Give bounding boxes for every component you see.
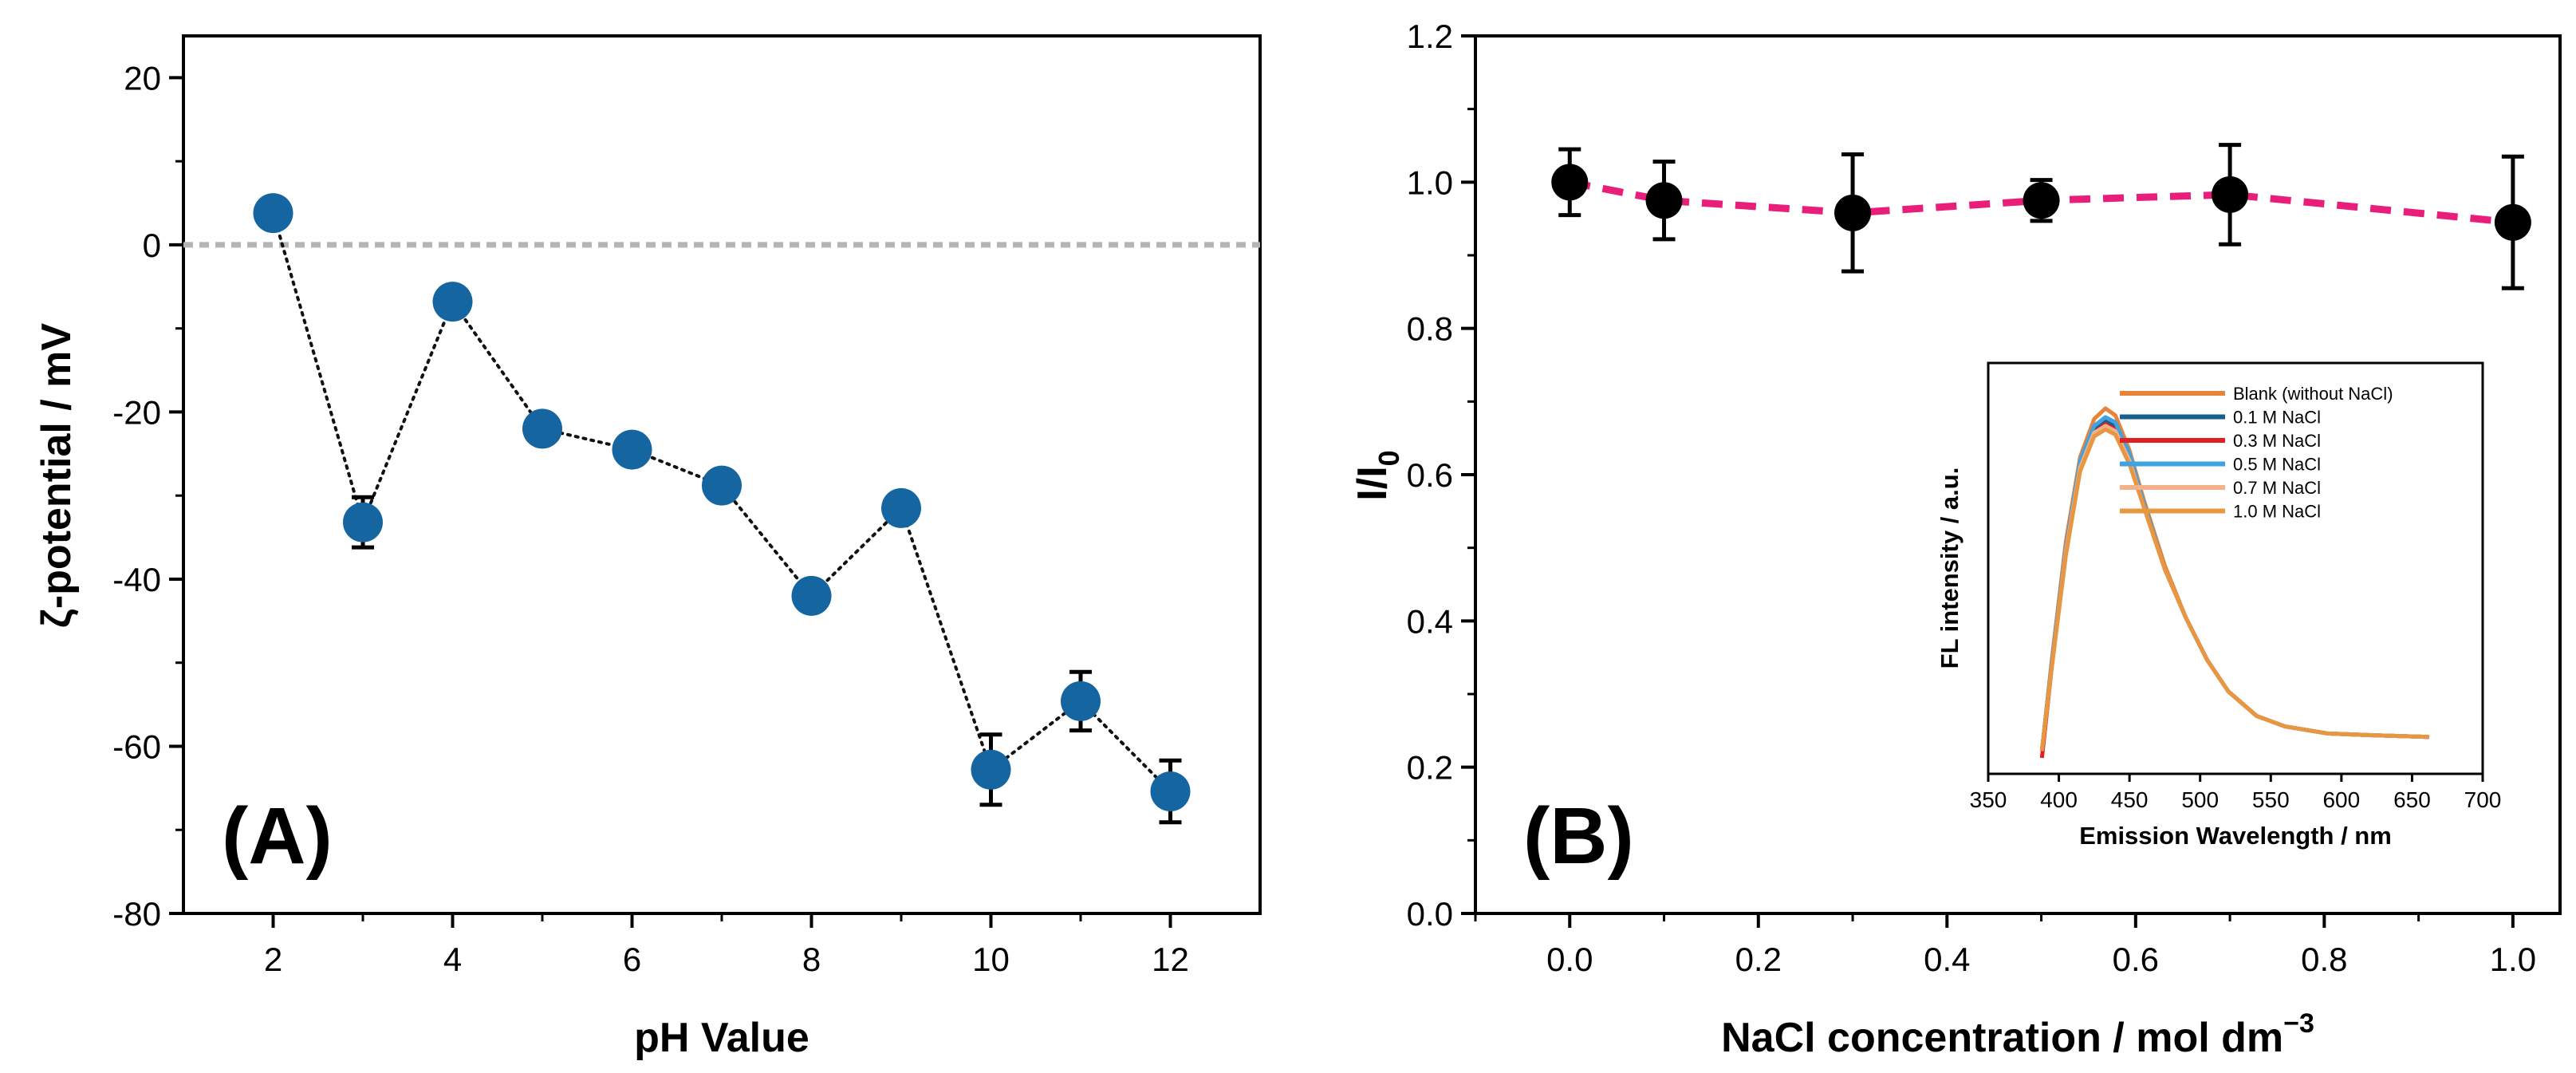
data-point-a xyxy=(791,575,832,616)
data-point-a xyxy=(1061,680,1101,721)
y-tick-label-b: 0.4 xyxy=(1407,602,1453,640)
data-point-a xyxy=(971,749,1011,790)
inset-legend: Blank (without NaCl) 0.1 M NaCl 0.3 M NaCl… xyxy=(2120,384,2393,522)
inset-x-tick-label: 350 xyxy=(1970,787,2007,812)
y-tick-label-a: -40 xyxy=(112,561,161,598)
inset-x-tick-label: 450 xyxy=(2111,787,2149,812)
inset-spectrum-chart: 350 400 450 500 550 600 650 700 Blank (without … xyxy=(1936,361,2502,850)
panel-label-a: (A) xyxy=(222,791,333,881)
inset-legend-label: 0.1 M NaCl xyxy=(2233,408,2321,428)
x-axis-label-b: NaCl concentration / mol dm−3 xyxy=(1721,1008,2314,1061)
panel-a: 2 4 6 8 10 12 20 0 -20 -40 -60 -80 (A) pH Value ζ-… xyxy=(33,34,1262,1061)
inset-legend-label: 0.3 M NaCl xyxy=(2233,431,2321,451)
y-tick-label-a: -80 xyxy=(112,895,161,933)
y-tick-label-b: 0.2 xyxy=(1407,749,1453,787)
x-tick-label-a: 8 xyxy=(802,941,821,978)
data-point-b xyxy=(1645,182,1683,219)
y-tick-label-b: 0.0 xyxy=(1407,895,1453,933)
x-tick-label-b: 0.6 xyxy=(2113,941,2159,978)
inset-x-tick-label: 500 xyxy=(2181,787,2219,812)
y-axis-label-b-sub: 0 xyxy=(1373,450,1405,466)
inset-series-lines xyxy=(2039,406,2429,759)
y-tick-label-a: 20 xyxy=(124,59,161,97)
data-point-b xyxy=(1551,164,1589,201)
x-tick-label-a: 12 xyxy=(1152,941,1189,978)
inset-series-line xyxy=(2039,427,2429,751)
x-axis-ticks-a: 2 4 6 8 10 12 xyxy=(264,913,1189,978)
data-point-a xyxy=(1150,771,1191,812)
y-axis-ticks-b: 0.0 0.2 0.4 0.6 0.8 1.0 1.2 xyxy=(1407,18,1475,933)
inset-x-ticks: 350 400 450 500 550 600 650 700 xyxy=(1970,774,2502,812)
inset-x-tick-label: 700 xyxy=(2464,787,2502,812)
data-point-a xyxy=(702,465,742,506)
x-axis-label-b-text: NaCl concentration / mol dm xyxy=(1721,1015,2283,1061)
y-tick-label-a: 0 xyxy=(143,227,161,264)
y-tick-label-b: 1.0 xyxy=(1407,164,1453,201)
inset-x-tick-label: 400 xyxy=(2040,787,2078,812)
inset-frame xyxy=(1987,361,2484,775)
inset-legend-label: 0.7 M NaCl xyxy=(2233,478,2321,498)
data-point-a xyxy=(522,408,562,449)
x-axis-label-a: pH Value xyxy=(634,1015,809,1061)
y-tick-label-b: 0.6 xyxy=(1407,456,1453,494)
y-tick-label-a: -20 xyxy=(112,393,161,431)
data-points-b xyxy=(1551,164,2531,241)
data-point-a xyxy=(343,502,383,542)
inset-x-axis-label: Emission Wavelength / nm xyxy=(2079,822,2392,850)
inset-legend-label: Blank (without NaCl) xyxy=(2233,384,2393,404)
data-point-a xyxy=(253,193,293,234)
data-point-b xyxy=(2494,203,2531,241)
inset-x-tick-label: 650 xyxy=(2393,787,2431,812)
data-point-a xyxy=(432,282,473,322)
x-tick-label-a: 4 xyxy=(443,941,462,978)
x-tick-label-a: 6 xyxy=(623,941,641,978)
y-tick-label-b: 1.2 xyxy=(1407,18,1453,55)
y-axis-label-a: ζ-potential / mV xyxy=(33,323,80,628)
x-tick-label-b: 0.8 xyxy=(2301,941,2347,978)
y-tick-label-a: -60 xyxy=(112,728,161,765)
inset-legend-label: 0.5 M NaCl xyxy=(2233,455,2321,475)
y-tick-label-b: 0.8 xyxy=(1407,310,1453,348)
data-point-a xyxy=(881,487,921,528)
y-axis-label-b: I/I0 xyxy=(1349,450,1405,500)
x-tick-label-a: 2 xyxy=(264,941,282,978)
y-axis-ticks-a: 20 0 -20 -40 -60 -80 xyxy=(112,59,183,933)
x-axis-label-b-sup: −3 xyxy=(2283,1008,2314,1039)
panel-label-b: (B) xyxy=(1523,791,1634,881)
x-tick-label-b: 0.2 xyxy=(1735,941,1782,978)
x-tick-label-b: 0.0 xyxy=(1546,941,1593,978)
inset-x-tick-label: 550 xyxy=(2252,787,2290,812)
x-tick-label-b: 1.0 xyxy=(2490,941,2536,978)
inset-x-tick-label: 600 xyxy=(2322,787,2360,812)
data-point-b xyxy=(1834,194,1872,231)
x-tick-label-a: 10 xyxy=(972,941,1010,978)
y-axis-label-b-text: I/I xyxy=(1349,466,1396,500)
x-tick-label-b: 0.4 xyxy=(1924,941,1970,978)
data-point-b xyxy=(2212,176,2249,213)
inset-legend-label: 1.0 M NaCl xyxy=(2233,502,2321,522)
data-point-b xyxy=(2023,182,2060,219)
data-points-a xyxy=(253,193,1191,812)
panel-b: 0.0 0.2 0.4 0.6 0.8 1.0 0.0 0.2 0.4 0.6 0.8 1.0 1.2… xyxy=(1349,18,2562,1061)
x-axis-ticks-b: 0.0 0.2 0.4 0.6 0.8 1.0 xyxy=(1474,913,2536,978)
data-point-a xyxy=(612,429,652,470)
inset-y-axis-label: FL intensity / a.u. xyxy=(1936,467,1964,669)
